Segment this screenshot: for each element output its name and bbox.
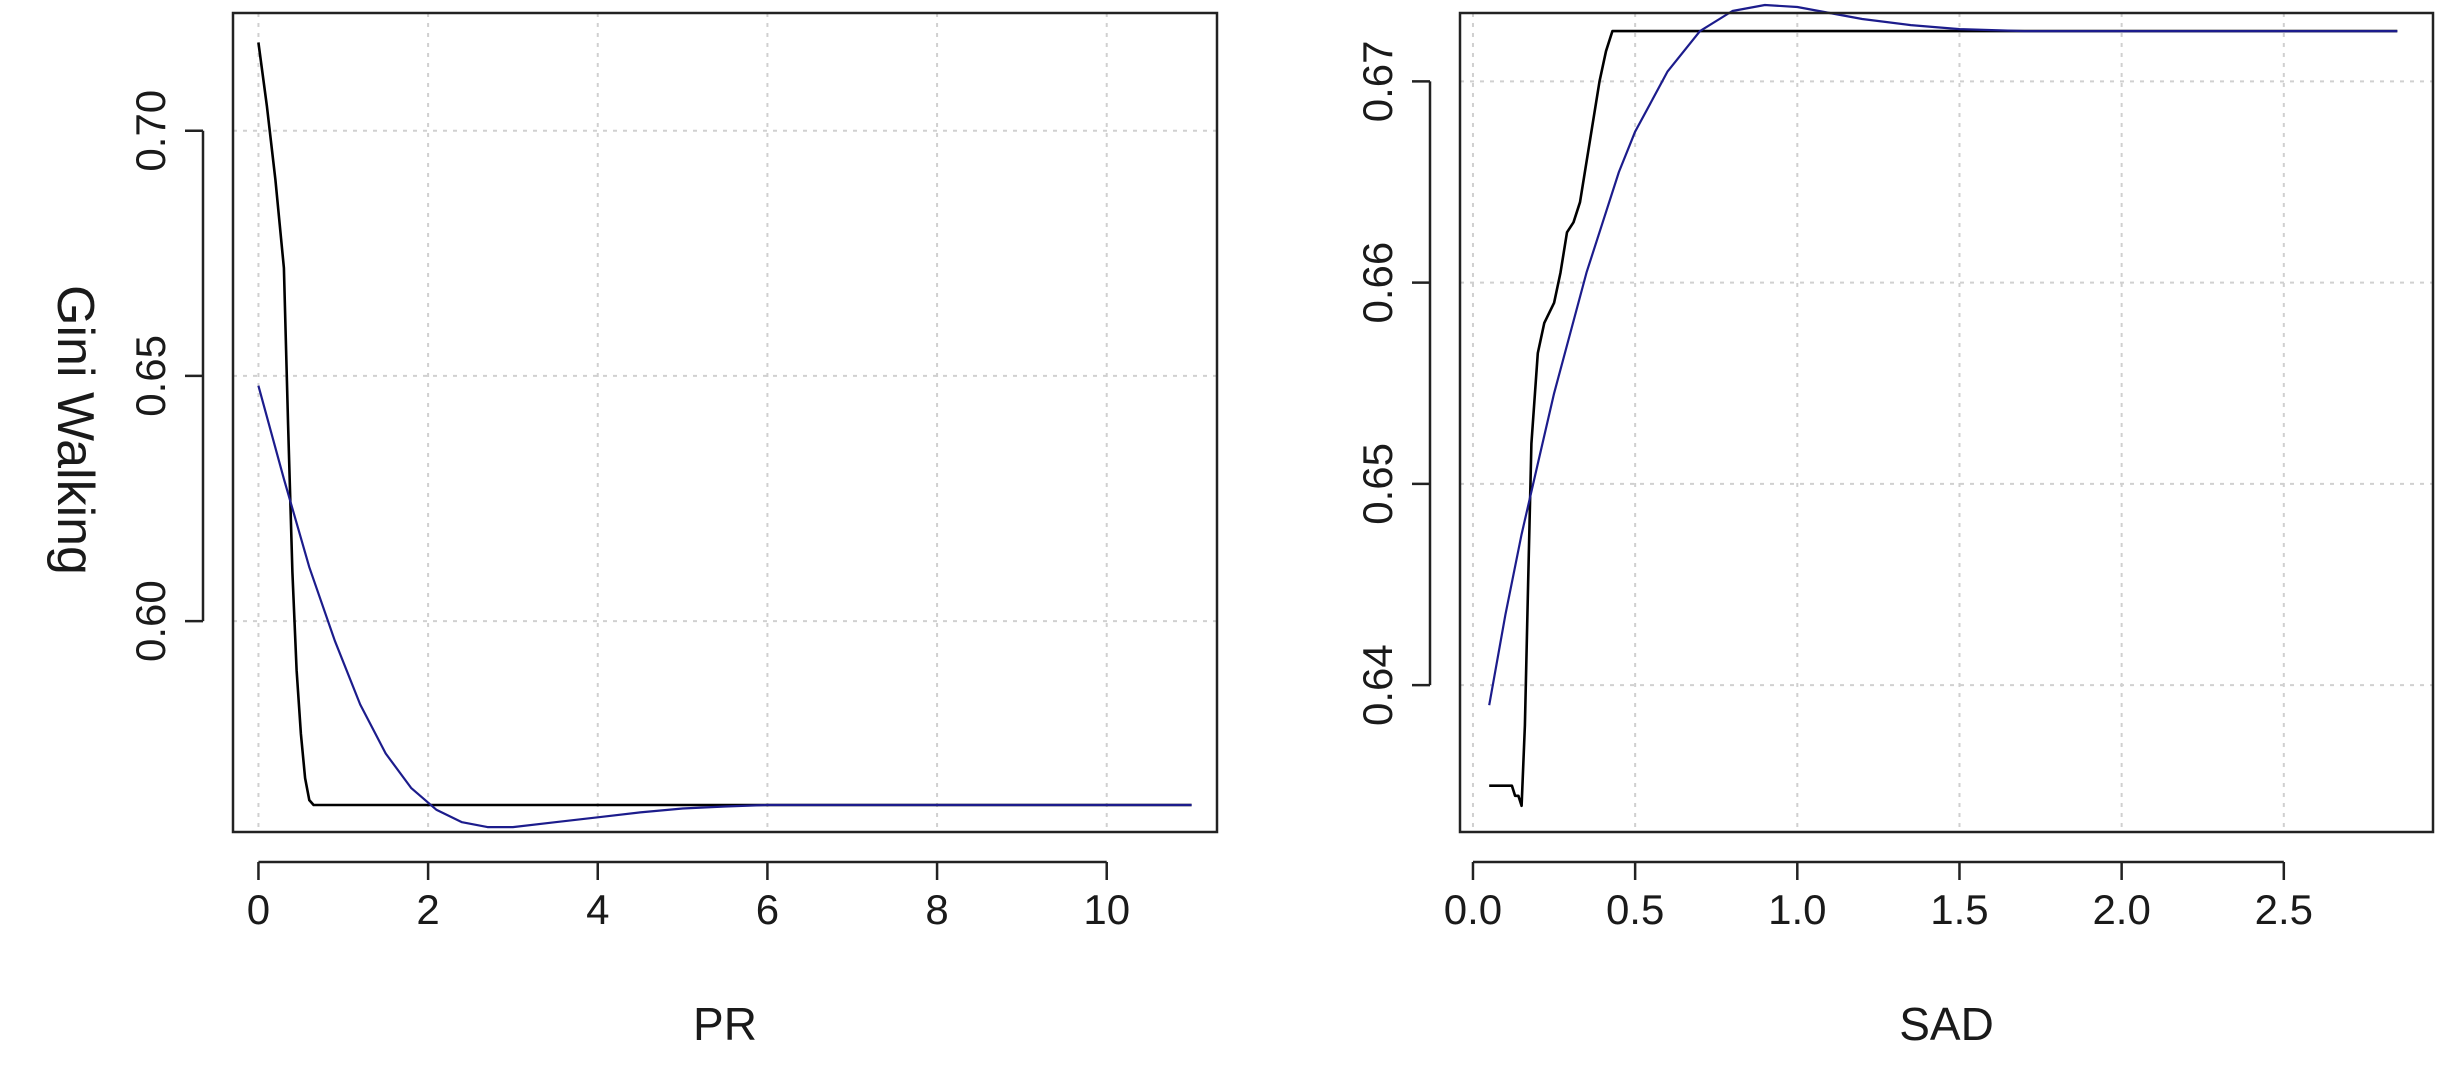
x-tick-label: 1.5 — [1930, 886, 1988, 933]
x-tick-label: 4 — [586, 886, 609, 933]
x-axis-title-pr: PR — [693, 998, 757, 1050]
plot-frame — [1458, 11, 2435, 834]
x-tick-label: 6 — [756, 886, 779, 933]
y-tick-label: 0.65 — [1354, 443, 1401, 525]
x-tick-label: 2.0 — [2092, 886, 2150, 933]
x-tick-label: 1.0 — [1768, 886, 1826, 933]
x-tick-label: 2 — [416, 886, 439, 933]
x-tick-label: 0 — [247, 886, 270, 933]
series-line-2 — [257, 385, 1192, 829]
y-tick-label: 0.64 — [1354, 644, 1401, 726]
series-line-2 — [1488, 3, 2398, 706]
x-tick-label: 0.5 — [1606, 886, 1664, 933]
x-tick-label: 8 — [925, 886, 948, 933]
x-tick-label: 10 — [1083, 886, 1130, 933]
x-tick-label: 2.5 — [2255, 886, 2313, 933]
y-tick-label: 0.66 — [1354, 242, 1401, 324]
chart-panel-sad: 0.0 0.5 1.0 1.5 2.0 2.5 0.64 0.65 0.66 0.67 SAD — [1354, 3, 2435, 1050]
y-tick-label: 0.65 — [127, 335, 174, 417]
chart-panel-pr: 0 2 4 6 8 10 0.60 0.65 0.70 PR — [127, 11, 1219, 1050]
y-tick-label: 0.67 — [1354, 41, 1401, 123]
series-line-1 — [257, 42, 1192, 807]
y-tick-label: 0.60 — [127, 580, 174, 662]
plot-frame — [231, 11, 1219, 834]
x-axis-title-sad: SAD — [1899, 998, 1994, 1050]
y-tick-label: 0.70 — [127, 90, 174, 172]
series-line-1 — [1489, 29, 2398, 808]
figure-ylabel: Gini Walking — [46, 285, 104, 575]
x-tick-label: 0.0 — [1444, 886, 1502, 933]
